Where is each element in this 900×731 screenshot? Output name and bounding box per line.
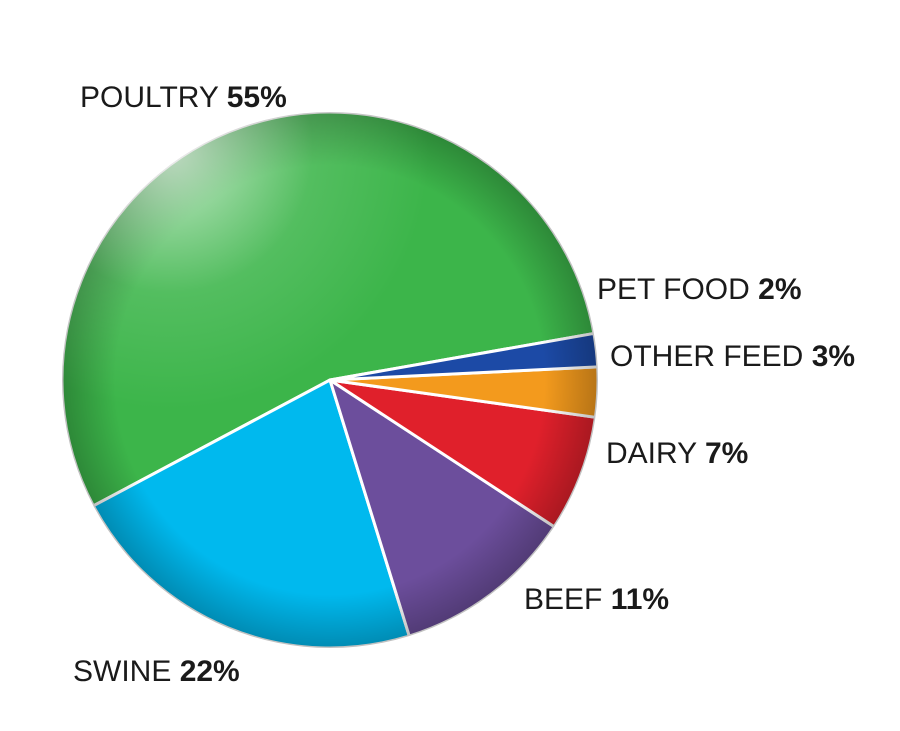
label-poultry-percent: 55% — [227, 81, 287, 114]
label-swine: SWINE 22% — [73, 655, 240, 688]
label-other-feed: OTHER FEED 3% — [610, 340, 855, 373]
label-dairy: DAIRY 7% — [606, 437, 748, 470]
label-other-feed-percent: 3% — [812, 340, 855, 373]
label-dairy-name: DAIRY — [606, 437, 697, 470]
label-pet-food-name: PET FOOD — [597, 273, 750, 306]
label-poultry-name: POULTRY — [80, 81, 219, 114]
label-poultry: POULTRY 55% — [80, 81, 287, 114]
label-swine-percent: 22% — [180, 655, 240, 688]
label-beef: BEEF 11% — [524, 583, 669, 616]
label-pet-food-percent: 2% — [758, 273, 801, 306]
label-swine-name: SWINE — [73, 655, 171, 688]
label-other-feed-name: OTHER FEED — [610, 340, 803, 373]
label-beef-name: BEEF — [524, 583, 602, 616]
label-pet-food: PET FOOD 2% — [597, 273, 802, 306]
pie-slices — [60, 110, 600, 650]
label-dairy-percent: 7% — [705, 437, 748, 470]
label-beef-percent: 11% — [611, 583, 669, 616]
